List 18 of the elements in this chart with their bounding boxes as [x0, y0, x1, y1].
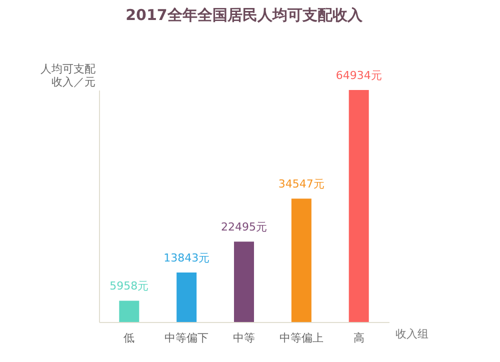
- x-tick-label: 高: [353, 332, 364, 344]
- data-label: 5958元: [110, 280, 149, 293]
- bar: [348, 90, 369, 322]
- bar: [291, 198, 312, 322]
- x-tick-label: 中等偏下: [164, 332, 209, 344]
- bar: [234, 242, 254, 322]
- data-label: 13843元: [164, 252, 210, 265]
- x-tick-label: 中等: [233, 332, 255, 344]
- data-label: 64934元: [336, 69, 382, 82]
- x-tick-label: 中等偏上: [279, 332, 324, 344]
- x-axis-title: 收入组: [396, 328, 428, 340]
- chart-title: 2017全年全国居民人均可支配收入: [126, 6, 364, 24]
- bar: [176, 272, 197, 322]
- bar: [119, 300, 140, 322]
- x-tick-label: 低: [124, 332, 135, 344]
- data-label: 34547元: [278, 178, 324, 191]
- data-label: 22495元: [221, 220, 267, 234]
- y-axis-title: 人均可支配收入／元: [40, 62, 96, 88]
